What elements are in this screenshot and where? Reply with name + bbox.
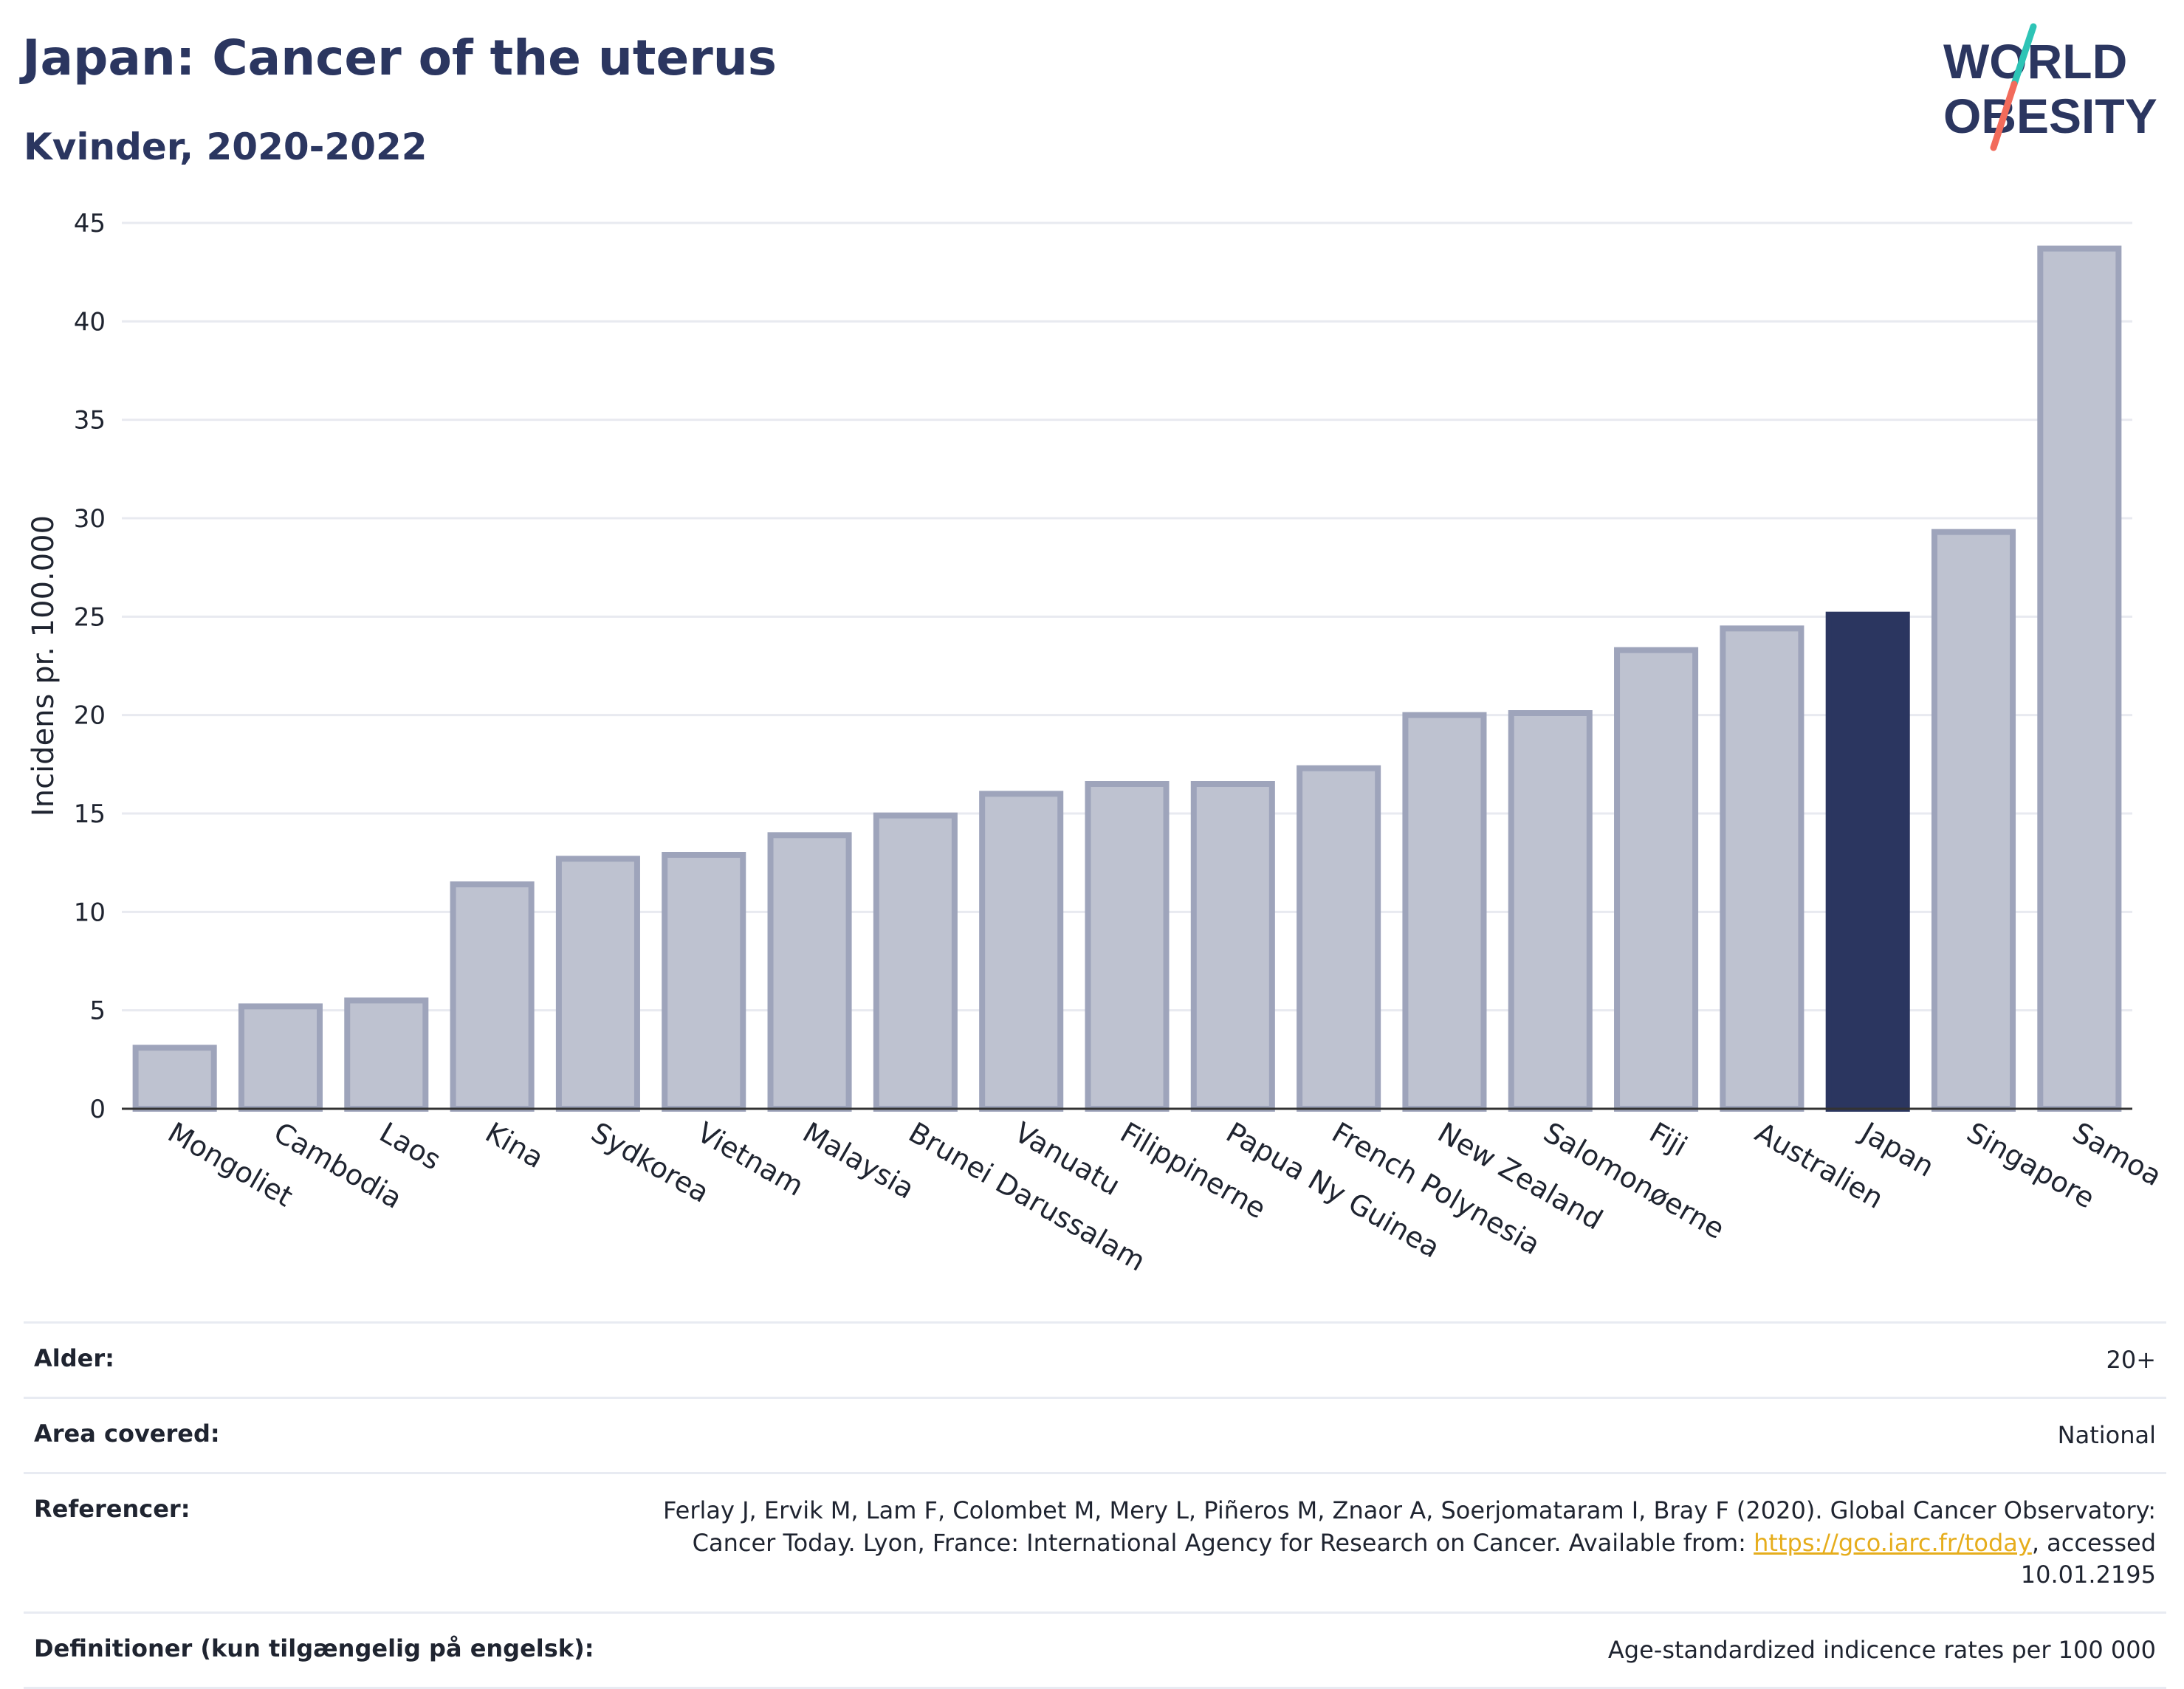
meta-row-age: Alder: 20+ <box>24 1321 2166 1397</box>
bar-french-polynesia[interactable] <box>1297 765 1381 1112</box>
meta-label: Area covered: <box>34 1420 220 1448</box>
bar-samoa[interactable] <box>2037 245 2122 1112</box>
reference-text: Ferlay J, Ervik M, Lam F, Colombet M, Me… <box>663 1496 2156 1557</box>
x-tick-label: Japan <box>1854 1115 1940 1183</box>
y-tick-label: 10 <box>74 898 106 927</box>
meta-row-definitions: Definitioner (kun tilgængelig på engelsk… <box>24 1611 2166 1689</box>
meta-row-area: Area covered: National <box>24 1397 2166 1472</box>
bar-salomonøerne[interactable] <box>1508 710 1593 1112</box>
x-tick-label: Malaysia <box>797 1116 920 1205</box>
bar-brunei-darussalam[interactable] <box>873 812 958 1112</box>
y-tick-label: 20 <box>74 701 106 731</box>
bar-laos[interactable] <box>344 997 429 1112</box>
chart-title: Japan: Cancer of the uterus <box>22 30 777 86</box>
bars <box>132 245 2122 1112</box>
meta-label: Referencer: <box>34 1495 190 1524</box>
bar-mongoliet[interactable] <box>132 1045 217 1112</box>
bar-singapore[interactable] <box>1931 529 2016 1112</box>
meta-value: National <box>2057 1421 2156 1450</box>
logo-slash-top <box>2010 23 2037 88</box>
logo-line2: OBESITY <box>1943 89 2157 143</box>
bar-kina[interactable] <box>450 881 535 1112</box>
x-tick-label: Laos <box>374 1116 447 1177</box>
world-obesity-logo: WORLD OBESITY <box>1943 23 2157 151</box>
meta-label: Alder: <box>34 1344 114 1372</box>
y-tick-label: 45 <box>74 209 106 238</box>
meta-value: Age-standardized indicence rates per 100… <box>1607 1635 2156 1664</box>
bar-sydkorea[interactable] <box>555 856 640 1112</box>
bar-filippinerne[interactable] <box>1085 781 1170 1112</box>
bar-fiji[interactable] <box>1614 647 1699 1112</box>
chart-subtitle: Kvinder, 2020-2022 <box>24 125 427 168</box>
bar-malaysia[interactable] <box>767 832 852 1112</box>
bar-vietnam[interactable] <box>662 852 746 1112</box>
bar-papua-ny-guinea[interactable] <box>1190 781 1275 1112</box>
y-tick-label: 40 <box>74 307 106 337</box>
bar-japan[interactable] <box>1825 611 1910 1112</box>
x-tick-label: Salomonøerne <box>1538 1116 1730 1245</box>
x-tick-label: Kina <box>480 1116 549 1175</box>
y-tick-label: 15 <box>74 799 106 829</box>
bar-vanuatu[interactable] <box>979 791 1064 1112</box>
reference-accessed: , accessed 10.01.2195 <box>2020 1528 2156 1589</box>
y-tick-label: 0 <box>89 1095 106 1124</box>
metadata-table: Alder: 20+ Area covered: National Refere… <box>24 1321 2166 1689</box>
x-tick-label: Fiji <box>1644 1116 1693 1163</box>
logo-slash-bottom <box>1990 80 2018 151</box>
x-tick-label: Sydkorea <box>586 1116 715 1209</box>
meta-value: Ferlay J, Ervik M, Lam F, Colombet M, Me… <box>642 1495 2156 1591</box>
logo-line1: WORLD <box>1943 34 2127 89</box>
y-tick-label: 5 <box>89 997 106 1026</box>
y-tick-label: 25 <box>74 602 106 632</box>
meta-row-references: Referencer: Ferlay J, Ervik M, Lam F, Co… <box>24 1472 2166 1611</box>
bar-cambodia[interactable] <box>238 1003 323 1112</box>
meta-value: 20+ <box>2106 1346 2156 1374</box>
meta-label: Definitioner (kun tilgængelig på engelsk… <box>34 1634 594 1662</box>
bar-new-zealand[interactable] <box>1402 712 1487 1112</box>
y-tick-label: 35 <box>74 406 106 436</box>
y-axis-label: Incidens pr. 100.000 <box>27 515 61 816</box>
bar-australien[interactable] <box>1720 625 1804 1112</box>
y-tick-label: 30 <box>74 504 106 534</box>
reference-link[interactable]: https://gco.iarc.fr/today <box>1754 1528 2032 1557</box>
